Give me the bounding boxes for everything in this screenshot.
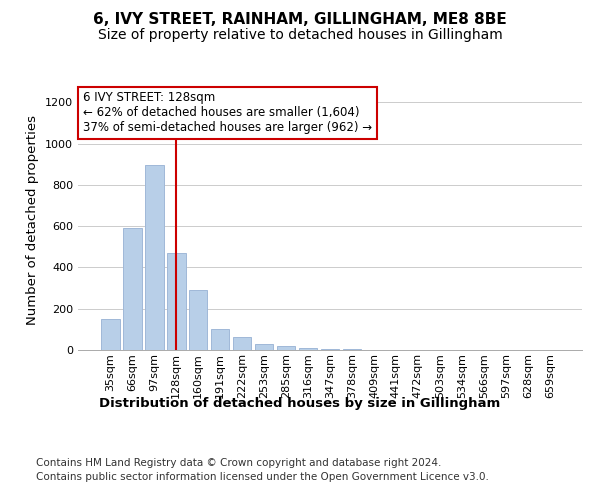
- Text: 6, IVY STREET, RAINHAM, GILLINGHAM, ME8 8BE: 6, IVY STREET, RAINHAM, GILLINGHAM, ME8 …: [93, 12, 507, 28]
- Bar: [233, 336, 251, 350]
- Bar: [167, 253, 185, 350]
- Text: Distribution of detached houses by size in Gillingham: Distribution of detached houses by size …: [100, 398, 500, 410]
- Bar: [123, 228, 142, 350]
- Bar: [255, 344, 274, 350]
- Y-axis label: Number of detached properties: Number of detached properties: [26, 115, 40, 325]
- Text: Contains public sector information licensed under the Open Government Licence v3: Contains public sector information licen…: [36, 472, 489, 482]
- Bar: [145, 166, 164, 350]
- Bar: [189, 290, 208, 350]
- Text: Size of property relative to detached houses in Gillingham: Size of property relative to detached ho…: [98, 28, 502, 42]
- Text: 6 IVY STREET: 128sqm
← 62% of detached houses are smaller (1,604)
37% of semi-de: 6 IVY STREET: 128sqm ← 62% of detached h…: [83, 92, 372, 134]
- Bar: [101, 319, 119, 350]
- Text: Contains HM Land Registry data © Crown copyright and database right 2024.: Contains HM Land Registry data © Crown c…: [36, 458, 442, 468]
- Bar: [277, 346, 295, 350]
- Bar: [320, 349, 340, 350]
- Bar: [299, 348, 317, 350]
- Bar: [211, 330, 229, 350]
